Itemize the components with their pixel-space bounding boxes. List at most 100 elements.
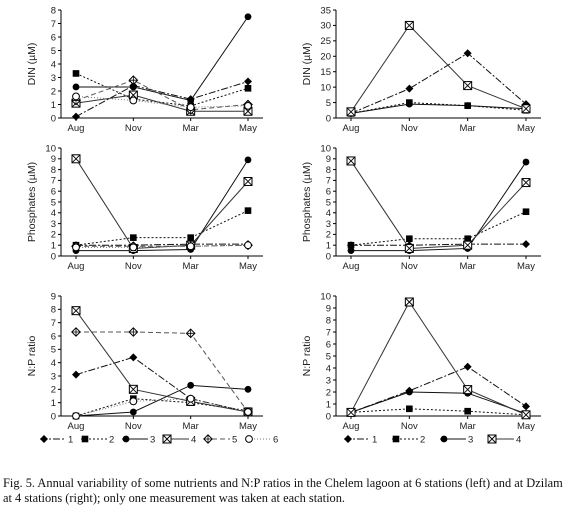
- data-point: [522, 240, 530, 249]
- series-6: [72, 394, 252, 420]
- series-line: [76, 16, 249, 102]
- data-point: [72, 112, 80, 121]
- series-4: [71, 154, 253, 253]
- y-tick-label: 4: [51, 358, 56, 369]
- y-tick-label: 5: [326, 351, 331, 362]
- y-tick-label: 10: [320, 143, 331, 154]
- y-tick-label: 4: [326, 363, 331, 374]
- y-tick-label: 0: [51, 251, 56, 262]
- legend-item-4: 4: [162, 434, 196, 446]
- y-tick-label: 7: [51, 176, 56, 187]
- y-axis-label: DIN (µM): [26, 43, 38, 86]
- data-point: [129, 408, 137, 416]
- y-tick-label: 9: [51, 154, 56, 165]
- series-4: [346, 156, 531, 253]
- series-5: [71, 327, 253, 417]
- data-point: [128, 327, 139, 337]
- data-point: [405, 388, 413, 396]
- y-tick-label: 15: [320, 67, 331, 78]
- y-tick-label: 2: [51, 230, 56, 241]
- x-tick-label: Aug: [68, 123, 85, 134]
- data-point: [405, 84, 414, 93]
- series-line: [75, 158, 249, 249]
- y-tick-label: 3: [326, 375, 331, 386]
- y-tick-label: 2: [326, 230, 331, 241]
- data-point: [244, 408, 252, 416]
- legend-item-3: 3: [440, 435, 473, 446]
- data-point: [406, 405, 413, 413]
- data-point: [521, 410, 531, 420]
- legend-left: 1 2 3 4 5 6: [40, 434, 278, 446]
- series-3: [347, 158, 530, 255]
- data-point: [244, 101, 252, 110]
- data-point: [244, 385, 252, 393]
- data-point: [346, 156, 356, 166]
- legend-item-3: 3: [122, 435, 155, 446]
- chart-chelem_din: 0 1 2 3 4 5 6 7 8 Aug Nov Mar May DIN (µM): [26, 5, 263, 134]
- series-line: [75, 398, 249, 417]
- x-tick-label: May: [239, 421, 257, 432]
- data-point: [185, 328, 196, 339]
- series-line: [75, 356, 249, 413]
- data-point: [405, 100, 413, 108]
- data-point: [71, 154, 81, 164]
- legend-item-6: 6: [245, 435, 278, 446]
- y-tick-label: 7: [51, 19, 56, 30]
- legend-item-1: 1: [344, 435, 377, 446]
- y-tick-label: 2: [326, 387, 331, 398]
- y-tick-label: 10: [320, 291, 331, 302]
- legend-marker: [344, 435, 352, 443]
- series-4: [346, 297, 531, 420]
- y-tick-label: 8: [51, 305, 56, 316]
- series-line: [75, 384, 249, 417]
- series-line: [351, 243, 526, 246]
- y-tick-label: 9: [326, 303, 331, 314]
- data-point: [463, 385, 473, 395]
- legend-label: 1: [68, 435, 73, 446]
- x-tick-label: Nov: [401, 123, 418, 134]
- y-tick-label: 9: [51, 291, 56, 302]
- data-point: [129, 397, 138, 406]
- legend-marker: [40, 435, 48, 443]
- y-tick-label: 5: [326, 197, 331, 208]
- data-point: [522, 402, 530, 411]
- data-point: [244, 85, 252, 92]
- legend-marker: [81, 435, 89, 443]
- x-tick-label: Mar: [459, 421, 475, 432]
- legend-marker: [122, 435, 130, 443]
- legend-marker: [162, 434, 172, 444]
- y-axis-label: Phosphates (µM): [26, 162, 38, 242]
- y-tick-label: 1: [51, 100, 56, 111]
- data-point: [463, 81, 473, 91]
- y-tick-label: 35: [320, 5, 331, 16]
- y-tick-label: 10: [320, 82, 331, 93]
- series-3: [347, 388, 530, 417]
- legend-label: 6: [273, 435, 278, 446]
- legend-item-2: 2: [392, 435, 425, 446]
- data-point: [464, 235, 471, 243]
- series-line: [75, 94, 248, 112]
- series-3: [72, 13, 252, 104]
- data-point: [128, 75, 139, 86]
- legend-label: 4: [516, 435, 521, 446]
- data-point: [72, 70, 80, 77]
- y-tick-label: 5: [51, 197, 56, 208]
- x-tick-label: Mar: [182, 123, 198, 134]
- data-point: [72, 243, 80, 252]
- data-point: [187, 234, 194, 241]
- x-tick-label: Nov: [401, 261, 418, 272]
- series-line: [75, 95, 249, 108]
- y-tick-label: 0: [326, 411, 331, 422]
- data-point: [404, 243, 414, 253]
- series-1: [347, 362, 530, 417]
- data-point: [404, 20, 414, 30]
- data-point: [521, 178, 531, 188]
- data-point: [406, 235, 413, 243]
- data-point: [244, 241, 252, 250]
- data-point: [521, 104, 531, 114]
- data-point: [404, 297, 414, 307]
- y-tick-label: 8: [326, 165, 331, 176]
- y-tick-label: 6: [51, 331, 56, 342]
- y-tick-label: 30: [320, 21, 331, 32]
